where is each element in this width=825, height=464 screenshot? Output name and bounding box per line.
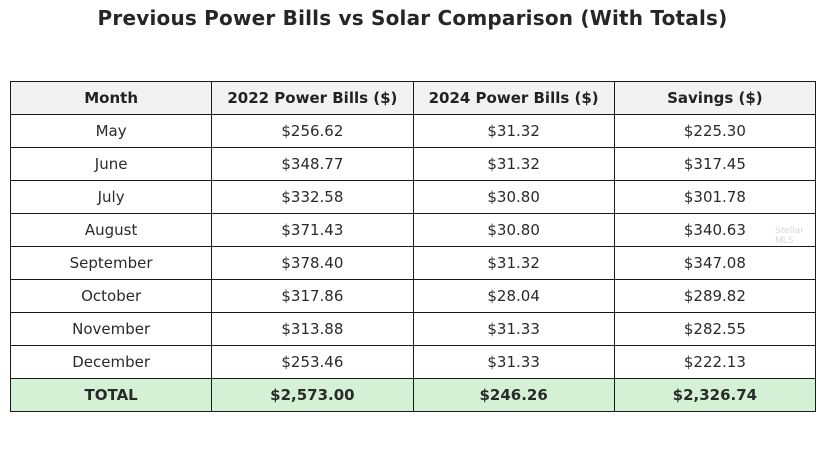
table-row: September $378.40 $31.32 $347.08: [9, 246, 817, 280]
total-2024-cell: $246.26: [412, 378, 615, 412]
bill-2024-cell: $30.80: [412, 180, 615, 214]
table-body: May $256.62 $31.32 $225.30 June $348.77 …: [9, 114, 817, 412]
total-row: TOTAL $2,573.00 $246.26 $2,326.74: [9, 378, 817, 412]
bill-2024-cell: $31.32: [412, 147, 615, 181]
month-cell: August: [9, 213, 213, 247]
savings-cell: $222.13: [613, 345, 817, 379]
month-cell: October: [9, 279, 213, 313]
bill-2022-cell: $378.40: [211, 246, 414, 280]
table-row: June $348.77 $31.32 $317.45: [9, 147, 817, 181]
bill-2022-cell: $317.86: [211, 279, 414, 313]
savings-cell: $225.30: [613, 114, 817, 148]
bill-2024-cell: $30.80: [412, 213, 615, 247]
bill-2022-cell: $256.62: [211, 114, 414, 148]
savings-cell: $282.55: [613, 312, 817, 346]
savings-cell: $347.08: [613, 246, 817, 280]
bill-2024-cell: $31.33: [412, 312, 615, 346]
table-row: May $256.62 $31.32 $225.30: [9, 114, 817, 148]
total-2022-cell: $2,573.00: [211, 378, 414, 412]
savings-cell: $340.63: [613, 213, 817, 247]
savings-cell: $317.45: [613, 147, 817, 181]
month-cell: May: [9, 114, 213, 148]
watermark: Stellar MLS: [775, 226, 804, 246]
table-row: July $332.58 $30.80 $301.78: [9, 180, 817, 214]
month-cell: June: [9, 147, 213, 181]
total-savings-cell: $2,326.74: [613, 378, 817, 412]
bill-2022-cell: $348.77: [211, 147, 414, 181]
month-cell: July: [9, 180, 213, 214]
month-cell: December: [9, 345, 213, 379]
savings-cell: $289.82: [613, 279, 817, 313]
bill-2024-cell: $31.33: [412, 345, 615, 379]
chart-title: Previous Power Bills vs Solar Comparison…: [97, 6, 728, 30]
bill-2022-cell: $253.46: [211, 345, 414, 379]
column-header-2024-bills: 2024 Power Bills ($): [412, 81, 615, 115]
table-row: August $371.43 $30.80 $340.63: [9, 213, 817, 247]
bill-2022-cell: $313.88: [211, 312, 414, 346]
table-row: October $317.86 $28.04 $289.82: [9, 279, 817, 313]
savings-cell: $301.78: [613, 180, 817, 214]
bill-2024-cell: $31.32: [412, 246, 615, 280]
bill-2022-cell: $332.58: [211, 180, 414, 214]
column-header-month: Month: [9, 81, 213, 115]
table-row: November $313.88 $31.33 $282.55: [9, 312, 817, 346]
bill-2024-cell: $31.32: [412, 114, 615, 148]
column-header-savings: Savings ($): [613, 81, 817, 115]
month-cell: September: [9, 246, 213, 280]
month-cell: November: [9, 312, 213, 346]
bill-2022-cell: $371.43: [211, 213, 414, 247]
bill-2024-cell: $28.04: [412, 279, 615, 313]
header-row: Month 2022 Power Bills ($) 2024 Power Bi…: [9, 81, 817, 115]
column-header-2022-bills: 2022 Power Bills ($): [211, 81, 414, 115]
comparison-table: Month 2022 Power Bills ($) 2024 Power Bi…: [9, 81, 817, 412]
total-label-cell: TOTAL: [9, 378, 213, 412]
table-row: December $253.46 $31.33 $222.13: [9, 345, 817, 379]
